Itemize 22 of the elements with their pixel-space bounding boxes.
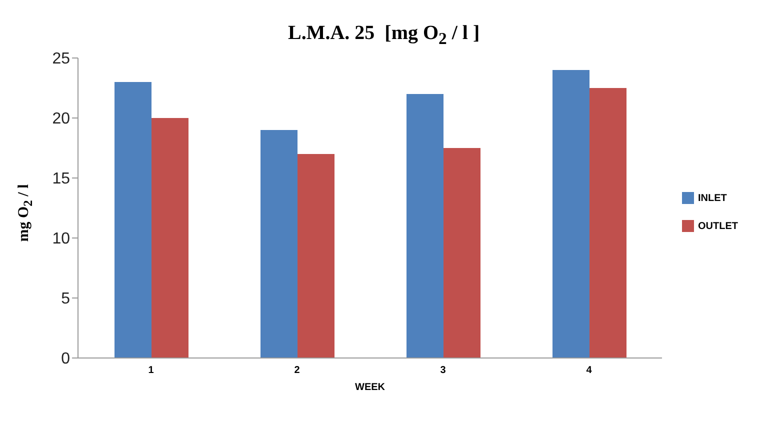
bar — [406, 94, 444, 358]
chart-title: L.M.A. 25 [mg O$_{2}$ / l ] — [288, 22, 480, 49]
bar — [590, 88, 626, 358]
bar — [552, 70, 590, 358]
legend-label: OUTLET — [698, 221, 738, 232]
x-axis-title: WEEK — [355, 382, 386, 393]
y-tick-label: 15 — [52, 170, 70, 188]
x-tick-label: 1 — [148, 365, 154, 376]
bar — [298, 154, 334, 358]
y-tick-label: 20 — [52, 110, 70, 128]
y-tick-label: 0 — [61, 350, 70, 368]
y-tick-label: 10 — [52, 230, 70, 248]
bar — [444, 148, 480, 358]
x-tick-label: 3 — [440, 365, 446, 376]
bar — [152, 118, 188, 358]
bar — [114, 82, 152, 358]
bar — [260, 130, 298, 358]
y-tick-label: 5 — [61, 290, 70, 308]
x-tick-label: 4 — [586, 365, 592, 376]
legend-label: INLET — [698, 193, 727, 204]
y-tick-label: 25 — [52, 50, 70, 68]
x-tick-label: 2 — [294, 365, 300, 376]
